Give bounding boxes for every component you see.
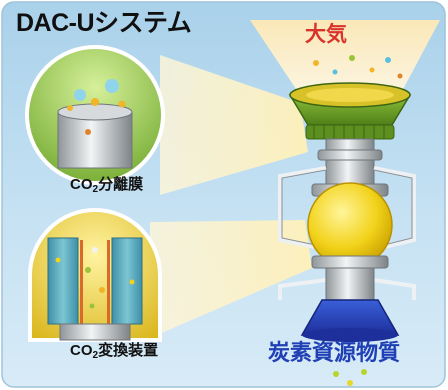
converter-label-subscript: 2 — [92, 350, 99, 361]
membrane-inset — [25, 45, 165, 185]
membrane-highlight-beam — [160, 55, 308, 195]
converter-label: CO2変換装置 — [70, 343, 158, 361]
atmosphere-label: 大気 — [305, 23, 347, 46]
membrane-label-subscript: 2 — [92, 184, 99, 195]
converter-label-main: CO — [70, 342, 93, 359]
converter-inset — [28, 208, 162, 342]
membrane-label-main: CO — [70, 176, 93, 193]
converter-label-rest: 変換装置 — [98, 342, 159, 359]
atmosphere-intake-funnel — [250, 20, 440, 95]
membrane-label: CO2分離膜 — [70, 177, 143, 195]
output-molecules — [333, 369, 367, 386]
membrane-column — [325, 138, 375, 188]
output-column — [325, 267, 375, 303]
intake-ring — [305, 124, 395, 140]
connecting-pipes — [278, 166, 416, 300]
dac-u-device — [278, 82, 416, 342]
carbon-resource-label: 炭素資源物質 — [268, 340, 401, 365]
diagram-title: DAC-Uシステム — [16, 9, 192, 37]
membrane-label-rest: 分離膜 — [98, 176, 144, 193]
converter-sphere — [307, 182, 393, 268]
converter-highlight-beam — [150, 220, 312, 338]
